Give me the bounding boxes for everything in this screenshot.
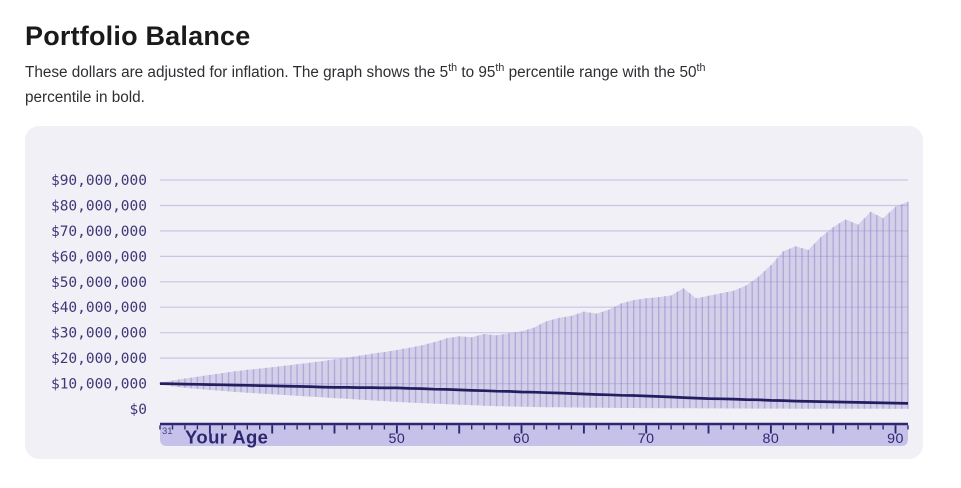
subtitle-text: to 95 <box>457 63 496 81</box>
x-axis-tick-label: 70 <box>638 431 655 447</box>
y-axis-tick-label: $30,000,000 <box>51 326 147 342</box>
x-axis-tick-label: 90 <box>887 431 904 447</box>
y-axis-labels: $90,000,000 $80,000,000 $70,000,000 $60,000… <box>51 173 147 418</box>
y-axis-tick-label: $40,000,000 <box>51 301 147 317</box>
portfolio-balance-chart-card: $90,000,000 $80,000,000 $70,000,000 $60,000… <box>25 126 923 460</box>
x-axis-title: Your Age <box>185 427 268 448</box>
y-axis-tick-label: $0 <box>130 402 147 418</box>
gridlines <box>160 179 908 385</box>
bars <box>159 202 909 410</box>
subtitle-superscript: th <box>696 61 706 74</box>
subtitle-text: These dollars are adjusted for inflation… <box>25 63 449 81</box>
subtitle-superscript: th <box>495 61 505 74</box>
page: Portfolio Balance These dollars are adju… <box>25 21 936 460</box>
page-title: Portfolio Balance <box>25 21 251 51</box>
y-axis-tick-label: $60,000,000 <box>51 250 147 266</box>
x-axis: 50 60 70 80 90 31 Your Age <box>159 423 909 448</box>
percentile-bars <box>159 202 909 410</box>
median-line <box>159 382 909 406</box>
y-axis-tick-label: $10,000,000 <box>51 377 147 393</box>
x-axis-tick-label: 80 <box>763 431 780 447</box>
y-axis-tick-label: $90,000,000 <box>51 173 147 189</box>
y-axis-tick-label: $20,000,000 <box>51 352 147 368</box>
page-subtitle: These dollars are adjusted for inflation… <box>25 61 936 111</box>
subtitle-superscript: th <box>448 61 458 74</box>
x-axis-tick-label: 50 <box>389 431 406 447</box>
y-axis-tick-label: $80,000,000 <box>51 199 147 215</box>
x-axis-tick-label: 60 <box>513 431 530 447</box>
y-axis-tick-label: $50,000,000 <box>51 275 147 291</box>
subtitle-text: percentile in bold. <box>25 88 145 106</box>
median <box>159 382 909 406</box>
x-axis-start-age-label: 31 <box>162 426 173 437</box>
y-axis-tick-label: $70,000,000 <box>51 224 147 240</box>
subtitle-text: percentile range with the 50 <box>504 63 697 81</box>
chart-svg: $90,000,000 $80,000,000 $70,000,000 $60,000… <box>51 173 909 448</box>
